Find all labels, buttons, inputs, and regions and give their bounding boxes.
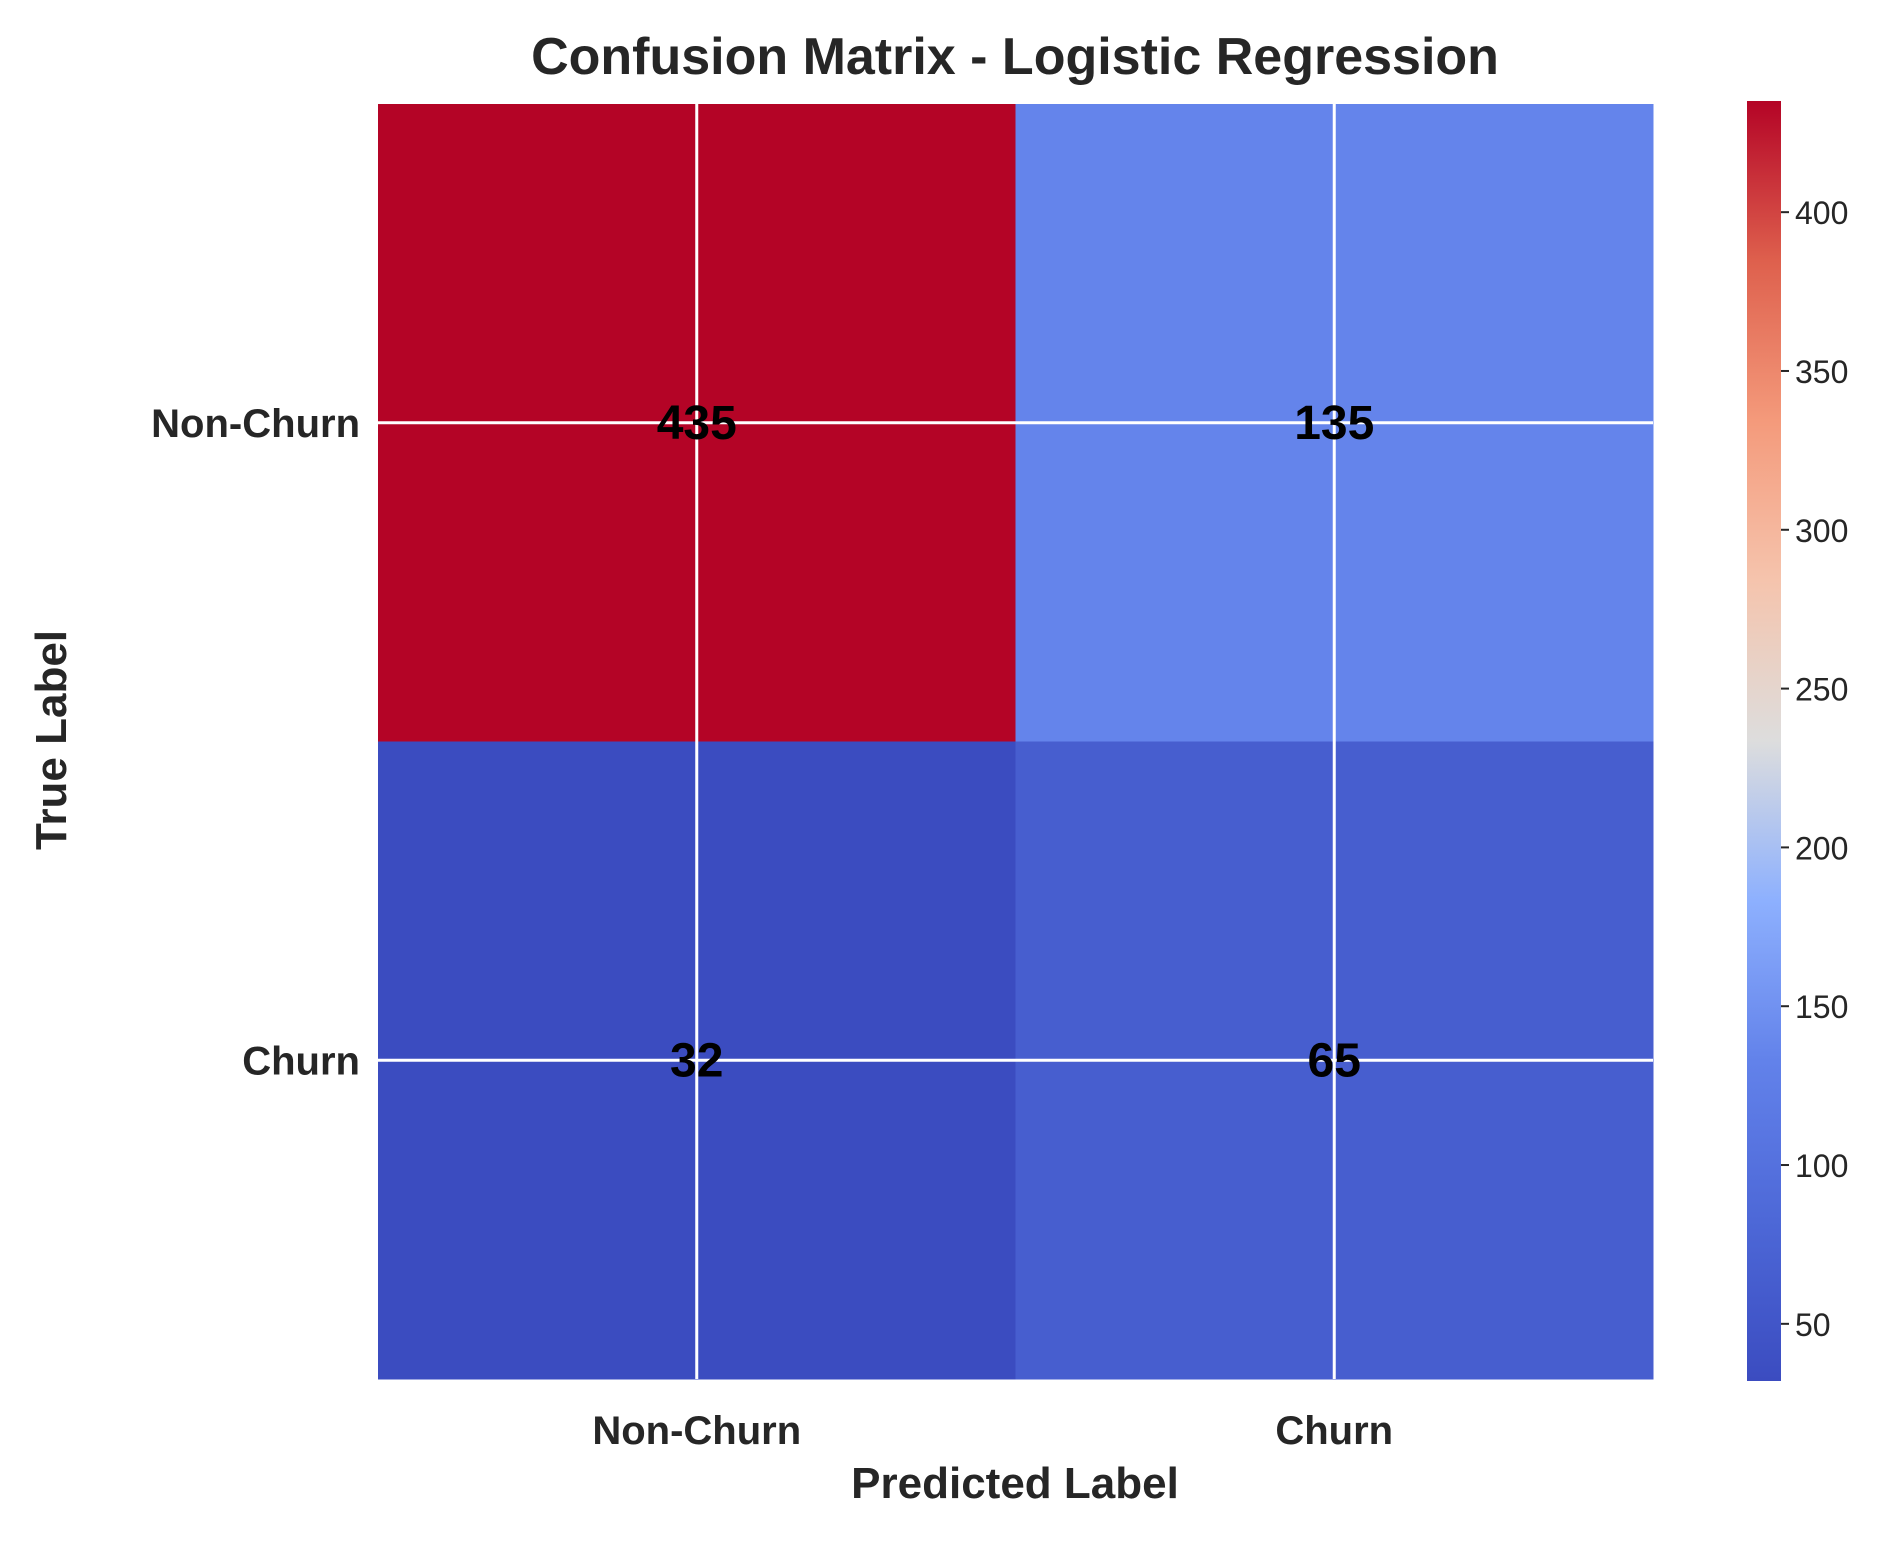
heatmap-gridlines bbox=[378, 104, 1653, 1379]
cell-value-label: 435 bbox=[657, 397, 737, 450]
colorbar-tick-label: 300 bbox=[1795, 513, 1848, 549]
colorbar-ticks: 50 100 150 200 250 300 350 400 bbox=[1781, 195, 1848, 1343]
x-tick-label: Churn bbox=[1275, 1409, 1393, 1453]
colorbar-tick-label: 250 bbox=[1795, 672, 1848, 708]
y-tick-labels: Non-Churn Churn bbox=[151, 402, 360, 1084]
colorbar-tick-label: 400 bbox=[1795, 195, 1848, 231]
colorbar-tick-label: 100 bbox=[1795, 1148, 1848, 1184]
x-tick-labels: Non-Churn Churn bbox=[592, 1409, 1393, 1453]
cell-value-label: 32 bbox=[670, 1034, 723, 1087]
chart-title: Confusion Matrix - Logistic Regression bbox=[531, 28, 1499, 86]
x-tick-label: Non-Churn bbox=[592, 1409, 801, 1453]
colorbar-tick-label: 350 bbox=[1795, 354, 1848, 390]
heatmap-cells bbox=[378, 104, 1654, 1380]
colorbar-tick-label: 200 bbox=[1795, 830, 1848, 866]
colorbar-tick-label: 150 bbox=[1795, 989, 1848, 1025]
y-axis-label: True Label bbox=[27, 630, 76, 850]
y-tick-label: Non-Churn bbox=[151, 402, 360, 446]
x-axis-label: Predicted Label bbox=[851, 1459, 1179, 1508]
y-tick-label: Churn bbox=[242, 1039, 360, 1083]
colorbar-tick-label: 50 bbox=[1795, 1307, 1831, 1343]
cell-annotations: 435 135 32 65 bbox=[657, 397, 1375, 1088]
cell-value-label: 135 bbox=[1294, 397, 1374, 450]
colorbar bbox=[1747, 101, 1781, 1381]
cell-value-label: 65 bbox=[1308, 1034, 1361, 1087]
